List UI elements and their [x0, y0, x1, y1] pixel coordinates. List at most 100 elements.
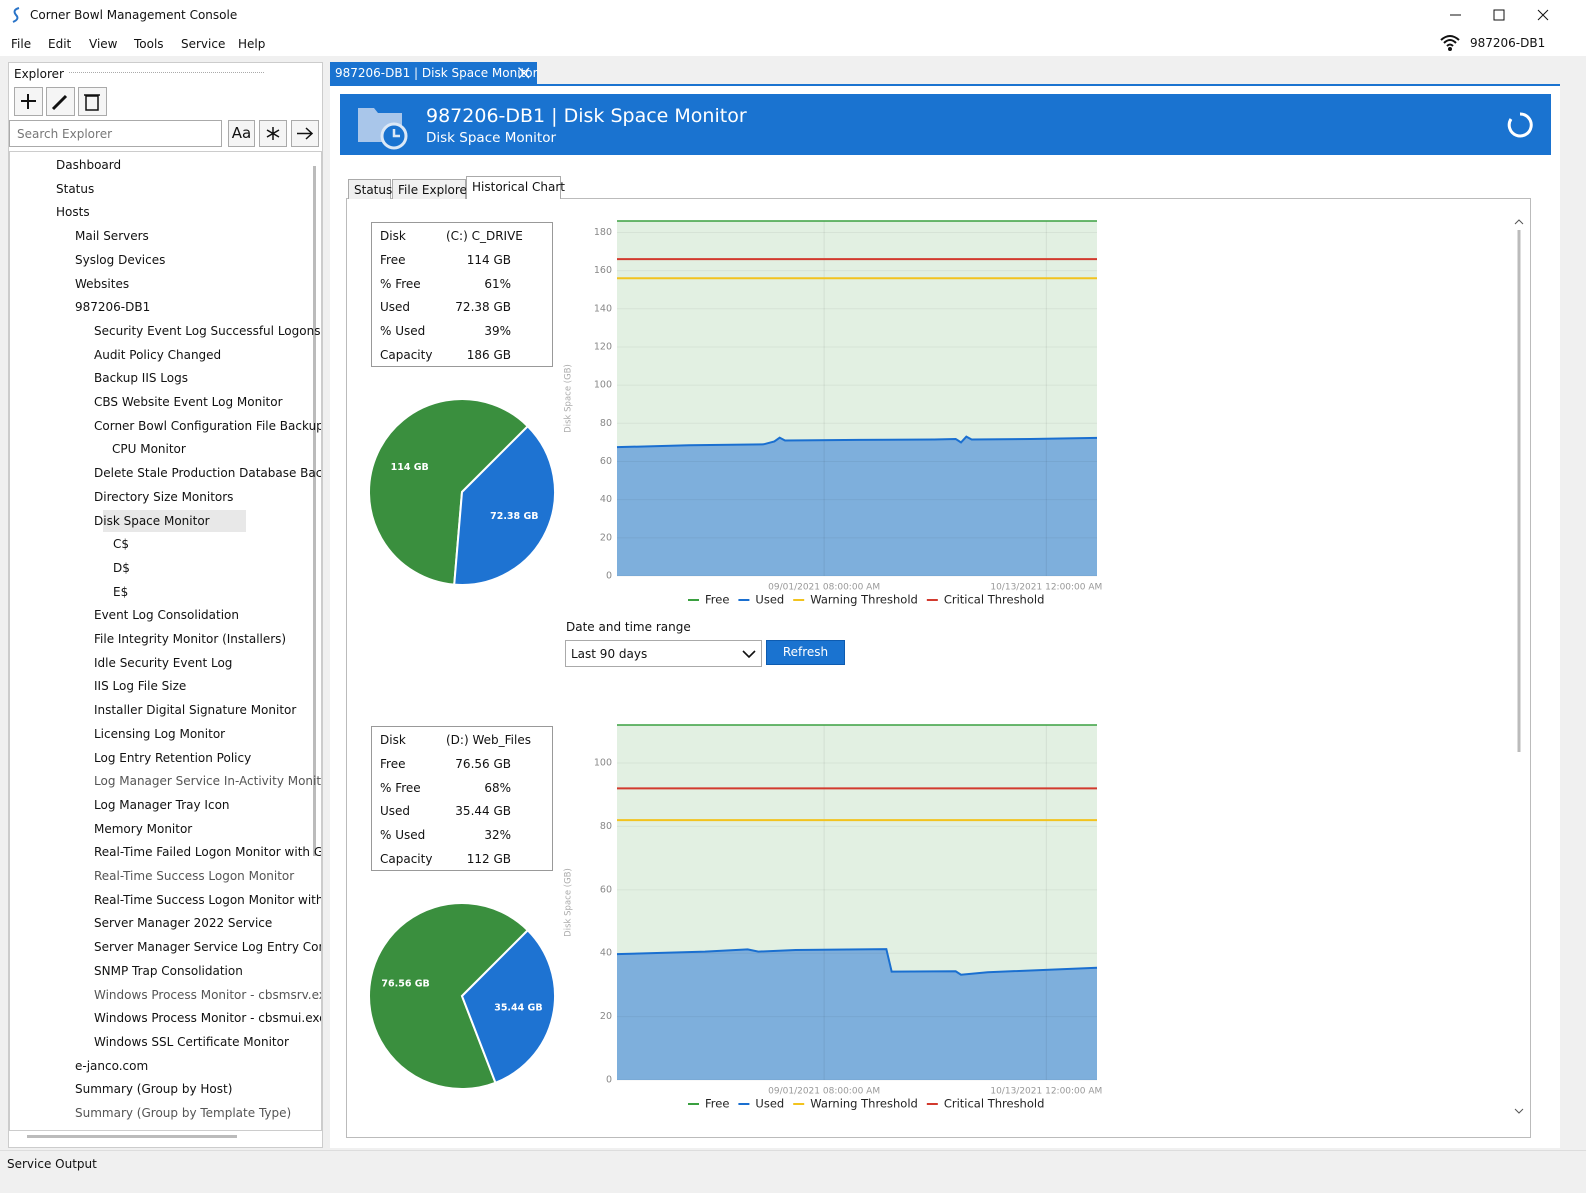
- tree-item[interactable]: Memory Monitor: [94, 821, 193, 836]
- info-value: 72.38 GB: [455, 300, 511, 315]
- tree-item[interactable]: Installer Digital Signature Monitor: [94, 703, 297, 718]
- refresh-spinner: [1507, 112, 1533, 138]
- info-label: Free: [380, 756, 406, 771]
- monitor-header: 987206-DB1 | Disk Space Monitor Disk Spa…: [340, 94, 1551, 155]
- charts: 114 GB 72.38 GB 0 20 40 60 80 100 120 140 160 180 09…: [368, 220, 1102, 1111]
- tree-item[interactable]: Corner Bowl Configuration File Backup: [94, 418, 322, 433]
- info-value: (C:) C_DRIVE: [446, 229, 523, 243]
- tree-item[interactable]: Log Entry Retention Policy: [94, 750, 252, 765]
- tree-item[interactable]: Syslog Devices: [75, 252, 166, 267]
- refresh-button[interactable]: Refresh: [766, 640, 845, 665]
- menu-item[interactable]: Service: [181, 37, 226, 51]
- tree-item[interactable]: Summary (Group by Host): [75, 1082, 233, 1097]
- tree-item[interactable]: Real-Time Failed Logon Monitor with G: [94, 845, 322, 860]
- tree-item[interactable]: Server Manager 2022 Service: [94, 916, 273, 931]
- tree-item[interactable]: Windows SSL Certificate Monitor: [94, 1034, 289, 1049]
- tree-item[interactable]: IIS Log File Size: [94, 679, 187, 694]
- tree-item[interactable]: D$: [113, 560, 130, 575]
- y-tick-label: 100: [594, 758, 612, 769]
- dropdown-arrow: [742, 650, 756, 659]
- info-value: 68%: [484, 780, 511, 795]
- range-label: Date and time range: [566, 620, 691, 634]
- search-buttons[interactable]: [259, 120, 321, 148]
- tree-item[interactable]: Dashboard: [56, 158, 122, 172]
- disk-info-box: [371, 726, 553, 871]
- tree-item[interactable]: Log Manager Tray Icon: [94, 797, 230, 812]
- tree-item[interactable]: Security Event Log Successful Logons R: [94, 323, 322, 338]
- tree-item[interactable]: Summary (Group by Template Type): [75, 1106, 292, 1120]
- document-tab[interactable]: 987206-DB1 | Disk Space Monitor: [330, 62, 538, 84]
- info-label: % Used: [380, 324, 426, 339]
- menu-item[interactable]: Help: [238, 37, 266, 51]
- panel-title: Explorer: [14, 67, 64, 81]
- info-value: 35.44 GB: [455, 804, 511, 819]
- info-label: % Free: [380, 276, 421, 291]
- menu-item[interactable]: Tools: [134, 37, 164, 51]
- legend-label: Free: [705, 1097, 729, 1111]
- tree-item[interactable]: Licensing Log Monitor: [94, 726, 226, 741]
- x-tick-label: 09/01/2021 08:00:00 AM: [768, 583, 880, 593]
- view-tab[interactable]: Historical Chart: [466, 176, 565, 199]
- horizontal-scrollbar[interactable]: [27, 1135, 237, 1138]
- tree-item[interactable]: Backup IIS Logs: [94, 371, 188, 386]
- tree-item[interactable]: Status: [56, 181, 95, 196]
- tree-item[interactable]: Windows Process Monitor - cbsmsrv.ex: [94, 987, 322, 1002]
- tree-item[interactable]: Real-Time Success Logon Monitor: [94, 869, 295, 883]
- tree-item[interactable]: Hosts: [56, 205, 90, 220]
- x-tick-label: 10/13/2021 12:00:00 AM: [990, 583, 1102, 593]
- info-value: 32%: [484, 828, 511, 843]
- pie-slice: [460, 928, 556, 1085]
- match-case-button[interactable]: Aa: [228, 120, 255, 147]
- tree-item[interactable]: e-janco.com: [75, 1058, 149, 1073]
- toolbar[interactable]: [14, 87, 109, 117]
- legend-label: Critical Threshold: [944, 593, 1045, 607]
- legend-label: Free: [705, 593, 729, 607]
- tree-item[interactable]: File Integrity Monitor (Installers): [94, 632, 287, 646]
- tree-item[interactable]: Audit Policy Changed: [94, 347, 222, 362]
- used-area: [617, 436, 1097, 576]
- slice-label: 72.38 GB: [490, 511, 538, 522]
- y-tick-label: 80: [600, 821, 612, 832]
- selection-highlight: [103, 509, 246, 532]
- header-title: 987206-DB1 | Disk Space Monitor: [426, 105, 747, 127]
- tree-item[interactable]: Directory Size Monitors: [94, 489, 234, 504]
- menu-item[interactable]: Edit: [48, 37, 72, 51]
- tree-item[interactable]: C$: [113, 537, 130, 552]
- range-select[interactable]: Last 90 days: [565, 640, 762, 667]
- window-title: Corner Bowl Management Console: [30, 8, 238, 22]
- used-line: [616, 435, 1098, 449]
- tree-item[interactable]: Event Log Consolidation: [94, 608, 239, 623]
- tree-item[interactable]: SNMP Trap Consolidation: [94, 963, 243, 978]
- used-line: [616, 948, 1098, 976]
- tree-item[interactable]: Windows Process Monitor - cbsmui.exe: [94, 1011, 322, 1026]
- connection-icon: [1440, 35, 1460, 51]
- close-tab[interactable]: [518, 67, 530, 79]
- range-value: Last 90 days: [571, 647, 648, 661]
- tab-title: 987206-DB1 | Disk Space Monitor: [335, 66, 538, 80]
- grip: [69, 72, 264, 75]
- content-scrollbar[interactable]: [1512, 216, 1528, 1121]
- vertical-scrollbar[interactable]: [311, 154, 317, 1129]
- tree-item[interactable]: Server Manager Service Log Entry Cons: [94, 940, 322, 955]
- tree-item[interactable]: Real-Time Success Logon Monitor with: [94, 892, 322, 907]
- window-controls[interactable]: [1440, 0, 1586, 30]
- y-tick-label: 40: [600, 494, 612, 505]
- tree-item[interactable]: E$: [113, 584, 129, 599]
- y-tick-label: 40: [600, 948, 612, 959]
- tree-item[interactable]: Idle Security Event Log: [94, 655, 233, 670]
- menu-item[interactable]: File: [11, 37, 32, 51]
- view-tab[interactable]: File Explorer: [392, 179, 472, 199]
- tree-item[interactable]: 987206-DB1: [75, 300, 151, 315]
- tree-item[interactable]: Delete Stale Production Database Backu: [94, 466, 322, 481]
- tree-item[interactable]: Log Manager Service In-Activity Monitc: [94, 774, 322, 789]
- tree-item[interactable]: CPU Monitor: [112, 442, 186, 457]
- menu-item[interactable]: View: [89, 37, 118, 51]
- view-tab[interactable]: Status: [348, 179, 392, 199]
- tree-item[interactable]: Disk Space Monitor: [94, 513, 210, 528]
- tree-item[interactable]: Mail Servers: [75, 229, 149, 244]
- scroll-thumb[interactable]: [313, 166, 316, 856]
- tree-item[interactable]: CBS Website Event Log Monitor: [94, 395, 283, 409]
- info-label: % Free: [380, 780, 421, 795]
- tree-item[interactable]: Websites: [75, 276, 130, 291]
- search-box[interactable]: Search Explorer: [9, 120, 222, 147]
